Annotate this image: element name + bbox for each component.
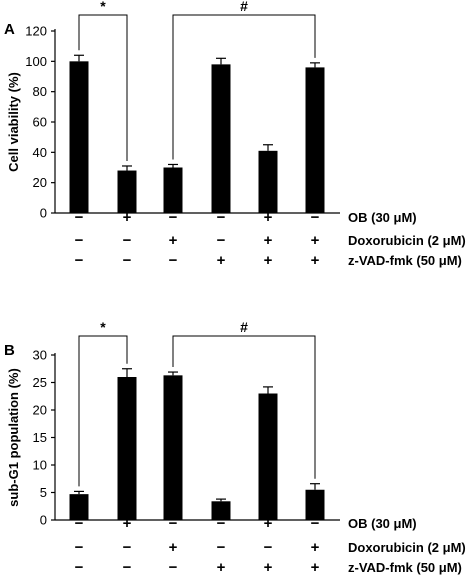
bar	[117, 377, 137, 520]
condition-sign: −	[264, 539, 273, 556]
condition-sign: −	[75, 232, 84, 249]
y-tick-label: 30	[33, 348, 47, 363]
bar	[305, 67, 325, 214]
panel-label: B	[4, 342, 15, 359]
condition-sign: −	[169, 252, 178, 269]
condition-sign: −	[75, 515, 84, 532]
bar	[211, 501, 231, 520]
y-tick-label: 25	[33, 375, 47, 390]
condition-sign: −	[123, 539, 132, 556]
y-tick-label: 0	[40, 206, 47, 221]
significance-symbol: *	[100, 319, 106, 335]
chart-panel-a: A Cell viability (%) 0 20 40 60 80 100 120 * # − + − −…	[4, 0, 466, 269]
bar	[69, 61, 89, 214]
condition-label: z-VAD-fmk (50 μM)	[348, 253, 462, 268]
condition-sign: −	[169, 209, 178, 226]
bar	[305, 489, 325, 520]
condition-sign: −	[75, 559, 84, 576]
significance-bracket	[78, 335, 128, 487]
condition-sign: −	[75, 209, 84, 226]
condition-sign: +	[264, 232, 273, 249]
bar	[258, 150, 278, 213]
y-tick-label: 20	[33, 403, 47, 418]
condition-label: z-VAD-fmk (50 μM)	[348, 560, 462, 575]
bar	[69, 494, 89, 520]
condition-sign: +	[311, 559, 320, 576]
condition-sign: −	[123, 559, 132, 576]
condition-sign: −	[75, 539, 84, 556]
condition-label: OB (30 μM)	[348, 516, 417, 531]
bar	[117, 170, 137, 213]
condition-sign: −	[123, 232, 132, 249]
condition-sign: +	[264, 252, 273, 269]
bar	[258, 393, 278, 520]
condition-sign: +	[217, 252, 226, 269]
condition-sign: +	[311, 252, 320, 269]
condition-sign: +	[264, 515, 273, 532]
condition-sign: −	[217, 209, 226, 226]
condition-sign: −	[217, 515, 226, 532]
condition-label: OB (30 μM)	[348, 210, 417, 225]
y-tick-label: 120	[25, 24, 47, 39]
y-tick-label: 15	[33, 430, 47, 445]
significance-bracket	[172, 14, 316, 160]
y-tick-label: 40	[33, 145, 47, 160]
y-tick-label: 5	[40, 485, 47, 500]
bar	[163, 167, 183, 213]
y-tick-label: 80	[33, 84, 47, 99]
condition-sign: −	[169, 515, 178, 532]
y-axis-label: sub-G1 population (%)	[6, 368, 21, 507]
condition-sign: +	[217, 559, 226, 576]
condition-sign: −	[169, 559, 178, 576]
y-tick-label: 20	[33, 175, 47, 190]
y-tick-label: 10	[33, 458, 47, 473]
bar	[211, 64, 231, 213]
condition-sign: +	[169, 539, 178, 556]
y-tick-label: 60	[33, 115, 47, 130]
condition-label: Doxorubicin (2 μM)	[348, 233, 466, 248]
bar	[163, 375, 183, 520]
condition-sign: −	[217, 232, 226, 249]
condition-label: Doxorubicin (2 μM)	[348, 540, 466, 555]
condition-sign: −	[311, 209, 320, 226]
y-tick-label: 100	[25, 54, 47, 69]
condition-sign: +	[169, 232, 178, 249]
condition-sign: +	[123, 515, 132, 532]
condition-sign: −	[123, 252, 132, 269]
condition-sign: +	[264, 559, 273, 576]
significance-symbol: *	[100, 0, 106, 14]
significance-bracket	[78, 14, 128, 161]
condition-sign: +	[123, 209, 132, 226]
condition-sign: +	[264, 209, 273, 226]
y-tick-label: 0	[40, 513, 47, 528]
condition-sign: +	[311, 232, 320, 249]
significance-symbol: #	[240, 319, 248, 335]
condition-sign: −	[311, 515, 320, 532]
condition-sign: −	[217, 539, 226, 556]
significance-bracket	[172, 335, 316, 479]
condition-sign: +	[311, 539, 320, 556]
panel-label: A	[4, 21, 15, 38]
condition-sign: −	[75, 252, 84, 269]
significance-symbol: #	[240, 0, 248, 14]
y-axis-label: Cell viability (%)	[6, 72, 21, 172]
